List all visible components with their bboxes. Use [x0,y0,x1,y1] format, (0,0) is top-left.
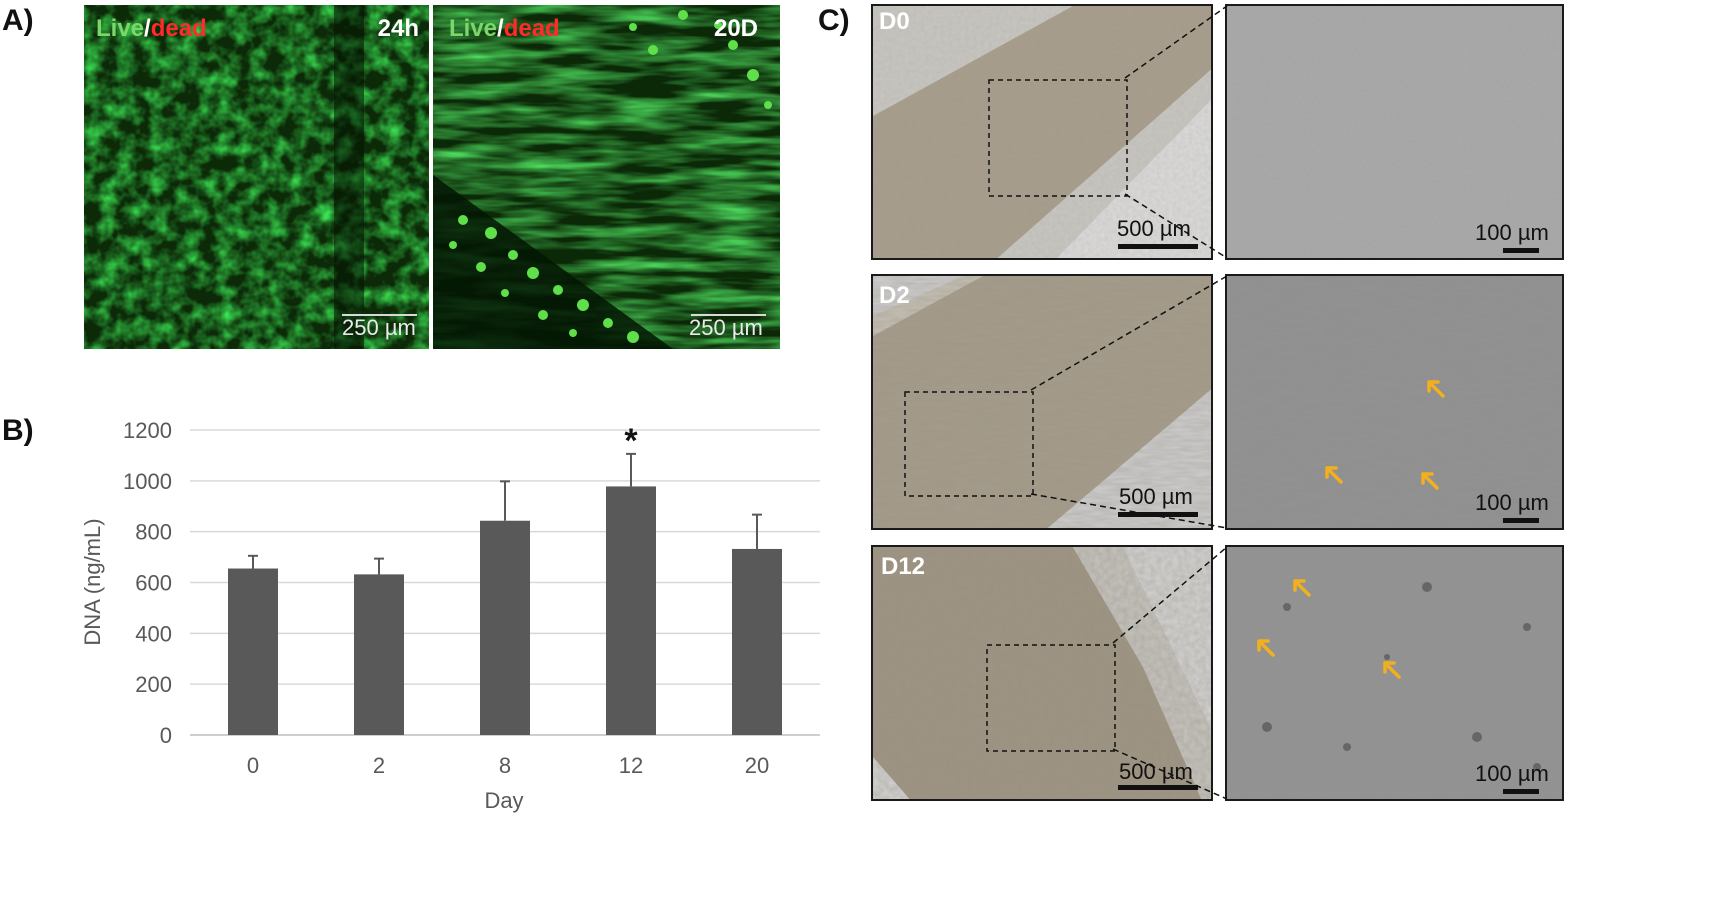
arrow-icon [1427,380,1445,398]
scale-bar-500-d0 [1118,244,1198,249]
bar [732,548,782,735]
scale-label-24h: 250 µm [342,315,416,340]
y-tick-label: 1200 [123,418,172,443]
x-tick-label: 8 [499,753,511,778]
arrow-icon [1383,661,1401,679]
zoom-line-d2-bottom [1030,493,1228,529]
cell-nuclei-d12 [1262,582,1541,771]
bar [480,520,530,735]
fluorescence-texture-24h [84,5,429,349]
arrow-icon [1325,466,1343,484]
fluorescence-texture-20d [433,5,780,349]
zoom-line-d0-bottom [1124,193,1228,259]
zoom-line-d2-top [1030,275,1228,391]
bar [606,486,656,735]
y-tick-label: 1000 [123,469,172,494]
y-tick-label: 200 [135,672,172,697]
y-axis-label: DNA (ng/mL) [80,518,105,645]
cell-spheroid-dots [449,10,772,343]
zoom-line-d12-top [1112,546,1228,644]
dead-text: dead [150,15,207,42]
x-tick-label: 0 [247,753,259,778]
y-tick-label: 400 [135,621,172,646]
fluorescence-image-20d: Live/dead 20D 250 µm [433,5,780,349]
zoom-line-d12-bottom [1112,748,1228,800]
panel-b-letter: B) [2,414,34,447]
fluorescence-image-24h: Live/dead 24h 250 µm [84,5,429,349]
live-text: Live [96,15,145,42]
scale-label-100-d2: 100 µm [1475,490,1549,515]
y-tick-label: 800 [135,520,172,545]
slash-text: / [144,15,151,42]
x-tick-label: 2 [373,753,385,778]
scale-label-500-d12: 500 µm [1119,759,1193,784]
live-dead-label-20d: Live/dead [449,15,560,43]
live-dead-label-24h: Live/dead [96,15,207,43]
dead-text: dead [503,15,560,42]
chart-y-ticks: 0 200 400 600 800 1000 1200 [123,418,172,748]
scaffold-texture-d12 [873,547,1211,799]
brightfield-high-d0: 100 µm [1225,4,1564,260]
panel-c-letter: C) [818,4,850,37]
slash-text: / [497,15,504,42]
brightfield-high-d12: 100 µm [1225,545,1564,801]
scale-bar-20d [691,314,766,316]
bar [354,574,404,735]
live-text: Live [449,15,498,42]
day-label-d12: D12 [881,553,926,580]
brightfield-low-d12: D12 500 µm [871,545,1213,801]
x-axis-label: Day [484,788,523,813]
scale-label-20d: 250 µm [689,315,763,340]
scale-bar-24h [342,314,417,316]
y-tick-label: 0 [160,723,172,748]
chart-error-bars: * [248,422,762,575]
scale-bar-500-d12 [1118,785,1198,790]
arrow-group-d2 [1325,380,1445,490]
chart-x-ticks: 0 2 8 12 20 [247,753,769,778]
time-label-20d: 20D [713,15,758,42]
scale-bar-500-d2 [1118,512,1198,517]
scale-bar-100-d2 [1503,518,1539,523]
y-tick-label: 600 [135,571,172,596]
day-label-d0: D0 [879,8,910,35]
arrow-group-d12 [1257,579,1401,679]
scaffold-texture-d0 [873,6,1211,258]
panel-a-letter: A) [2,4,34,37]
day-label-d2: D2 [879,282,910,309]
brightfield-high-d2: 100 µm [1225,274,1564,530]
x-tick-label: 20 [745,753,769,778]
x-tick-label: 12 [619,753,643,778]
scale-label-100-d12: 100 µm [1475,761,1549,786]
scale-label-500-d0: 500 µm [1117,216,1191,241]
dna-bar-chart: 0 200 400 600 800 1000 1200 * 0 2 8 12 20 Day DNA … [80,418,820,813]
cell-texture-d0 [1227,6,1562,258]
zoom-line-d0-top [1124,5,1228,79]
cell-texture-d12 [1227,547,1562,799]
cell-texture-d2 [1227,276,1562,528]
bar [228,568,278,735]
scale-label-100-d0: 100 µm [1475,220,1549,245]
scale-bar-100-d0 [1503,248,1539,253]
time-label-24h: 24h [377,15,419,42]
scale-bar-100-d12 [1503,789,1539,794]
arrow-icon [1293,579,1311,597]
arrow-icon [1257,639,1275,657]
arrow-icon [1421,472,1439,490]
significance-marker: * [624,422,638,460]
brightfield-low-d0: D0 500 µm [871,4,1213,260]
scale-label-500-d2: 500 µm [1119,484,1193,509]
chart-bars [228,486,782,735]
